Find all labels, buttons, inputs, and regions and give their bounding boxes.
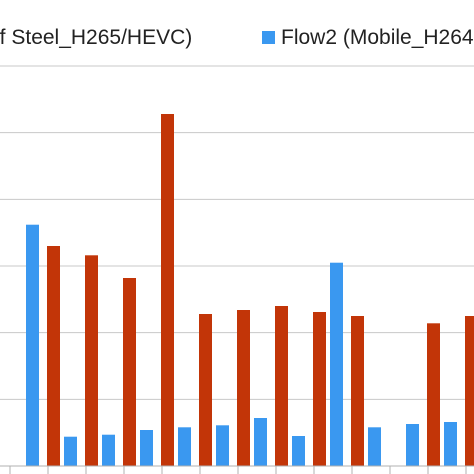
bar-series-1-13: [465, 316, 474, 466]
bar-series-2-6: [216, 425, 229, 466]
bar-series-1-4: [123, 278, 136, 466]
bar-series-1-6: [199, 314, 212, 466]
bar-series-2-3: [102, 434, 115, 466]
bar-series-1-7: [237, 310, 250, 466]
bars: [26, 114, 474, 466]
bar-series-1-8: [275, 306, 288, 466]
bar-series-2-5: [178, 427, 191, 466]
legend-label-series-2: Flow2 (Mobile_H264: [281, 26, 474, 49]
x-axis: [0, 465, 474, 474]
bar-series-2-8: [292, 436, 305, 466]
bar-series-1-5: [161, 114, 174, 466]
bar-series-1-12: [427, 323, 440, 466]
bar-series-2-11: [406, 424, 419, 466]
bar-series-2-12: [444, 422, 457, 466]
bar-series-2-10: [368, 427, 381, 466]
bar-series-1-2: [47, 246, 60, 466]
legend-swatch-series-2: [262, 31, 275, 44]
legend: of Steel_H265/HEVC) Flow2 (Mobile_H264: [0, 26, 474, 49]
legend-label-series-1: of Steel_H265/HEVC): [0, 26, 192, 49]
bar-series-2-9: [330, 262, 343, 466]
bar-series-2-1: [26, 224, 39, 466]
bar-series-1-3: [85, 255, 98, 466]
bar-series-1-10: [351, 316, 364, 466]
bar-series-2-4: [140, 430, 153, 466]
gridlines: [0, 65, 474, 400]
bar-series-1-9: [313, 312, 326, 466]
bar-series-2-2: [64, 436, 77, 466]
bar-series-2-7: [254, 418, 267, 466]
